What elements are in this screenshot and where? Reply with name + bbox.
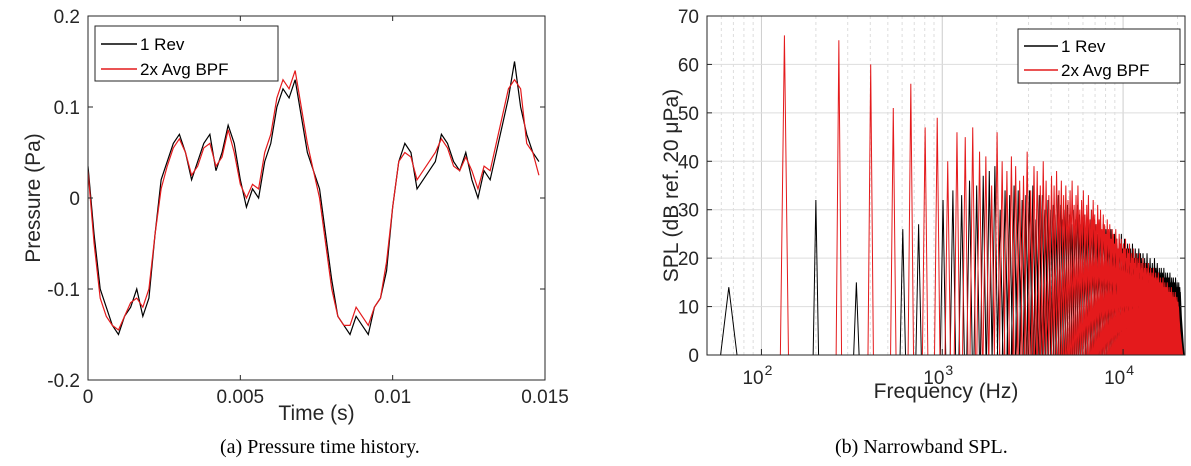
series-group (720, 35, 1185, 355)
legend-box (94, 25, 279, 82)
legend-label: 1 Rev (1061, 37, 1106, 56)
x-tick-exponent: 3 (945, 362, 953, 378)
caption-a: (a) Pressure time history. (220, 436, 420, 458)
legend-label: 2x Avg BPF (1061, 61, 1150, 80)
legend-label: 1 Rev (140, 35, 185, 54)
x-tick-label: 104 (1104, 362, 1134, 389)
x-tick-label: 102 (742, 362, 772, 389)
y-tick-label: 70 (678, 7, 699, 28)
y-tick-label: 0.1 (54, 98, 80, 119)
y-tick-label: 0 (688, 346, 699, 367)
x-tick-base: 10 (923, 368, 944, 389)
legend: 1 Rev 2x Avg BPF (1017, 28, 1181, 84)
y-tick-label: 50 (678, 104, 699, 125)
y-tick-label: 0 (69, 189, 80, 210)
x-tick-label: 0.005 (217, 387, 265, 408)
caption-b: (b) Narrowband SPL. (835, 436, 1008, 458)
series-line-red (88, 70, 540, 331)
y-tick-label: 30 (678, 201, 699, 222)
x-tick-exponent: 4 (1126, 362, 1134, 378)
x-tick-exponent: 2 (765, 362, 773, 378)
legend: 1 Rev 2x Avg BPF (94, 25, 279, 82)
legend-box (1017, 28, 1181, 84)
x-tick-base: 10 (742, 368, 763, 389)
x-tick-base: 10 (1104, 368, 1125, 389)
x-tick-label: 103 (923, 362, 953, 389)
y-tick-label: -0.1 (47, 280, 80, 301)
legend-label: 2x Avg BPF (140, 60, 229, 79)
y-tick-label: 10 (678, 298, 699, 319)
x-axis-label: Frequency (Hz) (874, 380, 1019, 403)
x-tick-label: 0 (83, 387, 94, 408)
y-axis-label: SPL (dB ref. 20 μPa) (660, 89, 683, 282)
y-tick-label: 0.2 (54, 7, 80, 28)
series-group (88, 61, 540, 336)
x-axis-label: Time (s) (278, 402, 354, 425)
x-tick-label: 0.01 (374, 387, 411, 408)
series-spectrum-red (779, 35, 1184, 355)
y-axis-label: Pressure (Pa) (22, 133, 45, 263)
y-tick-label: 20 (678, 249, 699, 270)
y-tick-label: -0.2 (47, 371, 80, 392)
x-tick-label: 0.015 (521, 387, 569, 408)
chart-pressure-time-history: 0 0.005 0.01 0.015 -0.2 -0.1 0 0.1 0.2 Time (s) Pr… (22, 7, 569, 425)
y-tick-label: 60 (678, 55, 699, 76)
y-tick-label: 40 (678, 152, 699, 173)
axes-box (706, 15, 1186, 356)
